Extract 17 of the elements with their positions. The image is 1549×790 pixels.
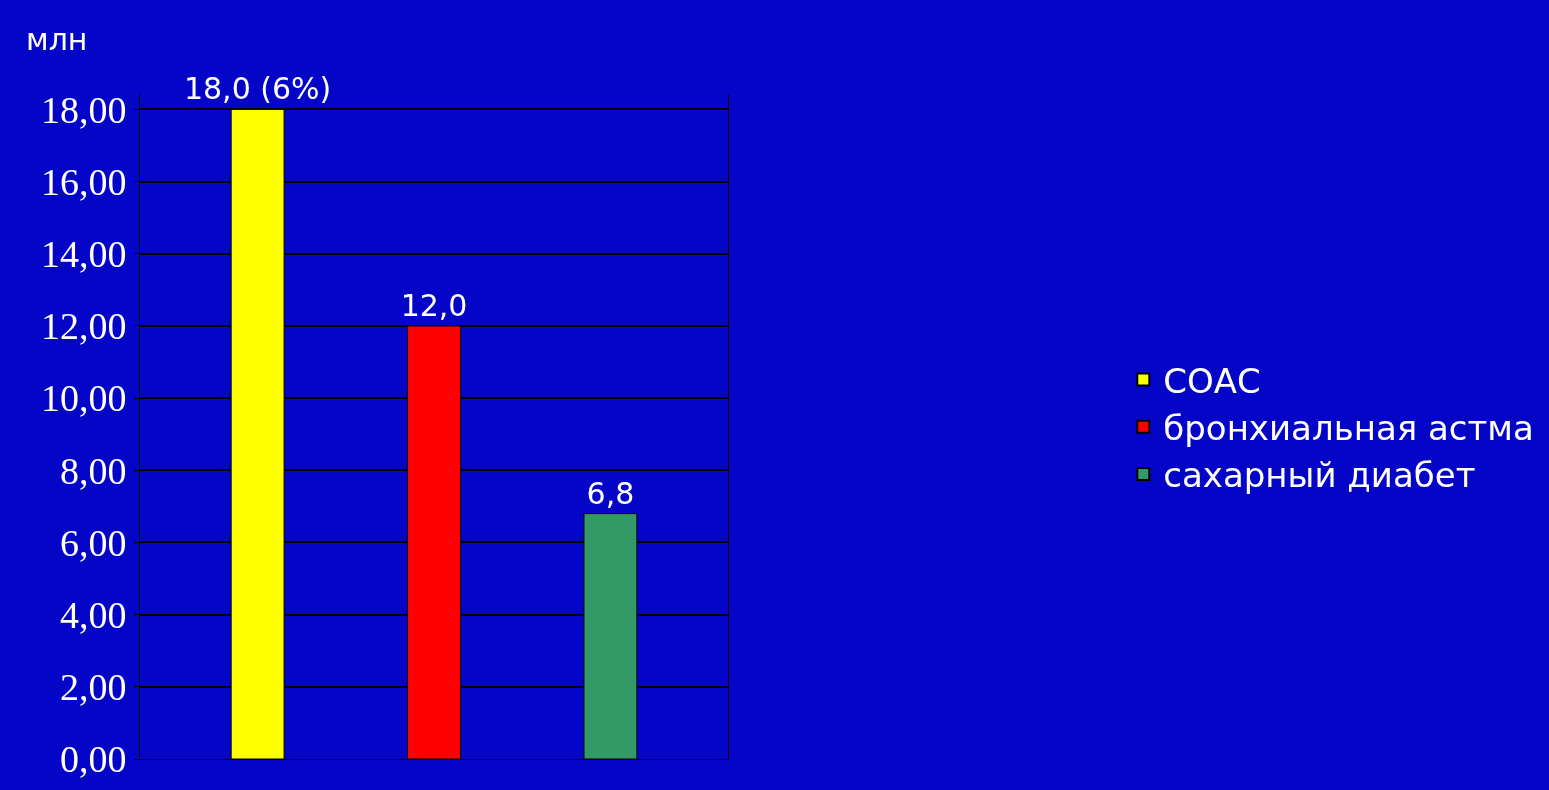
legend-label: бронхиальная астма [1163, 408, 1534, 449]
y-tick-label: 8,00 [59, 449, 127, 492]
data-label: 6,8 [586, 475, 635, 511]
legend-label: сахарный диабет [1163, 455, 1476, 496]
legend-label: СОАС [1163, 360, 1261, 401]
y-tick-label: 4,00 [59, 593, 127, 636]
y-tick-label: 6,00 [59, 521, 127, 564]
data-label: 18,0 (6%) [183, 71, 332, 107]
y-tick-label: 16,00 [40, 160, 127, 203]
y-axis-title: млн [26, 22, 88, 57]
y-tick-label: 10,00 [40, 377, 127, 420]
y-tick-label: 18,00 [40, 88, 127, 131]
y-tick-label: 2,00 [59, 666, 127, 709]
y-tick-label: 14,00 [40, 233, 127, 276]
data-label: 12,0 [400, 287, 468, 323]
y-tick-label: 12,00 [40, 305, 127, 348]
y-tick-label: 0,00 [59, 738, 127, 781]
